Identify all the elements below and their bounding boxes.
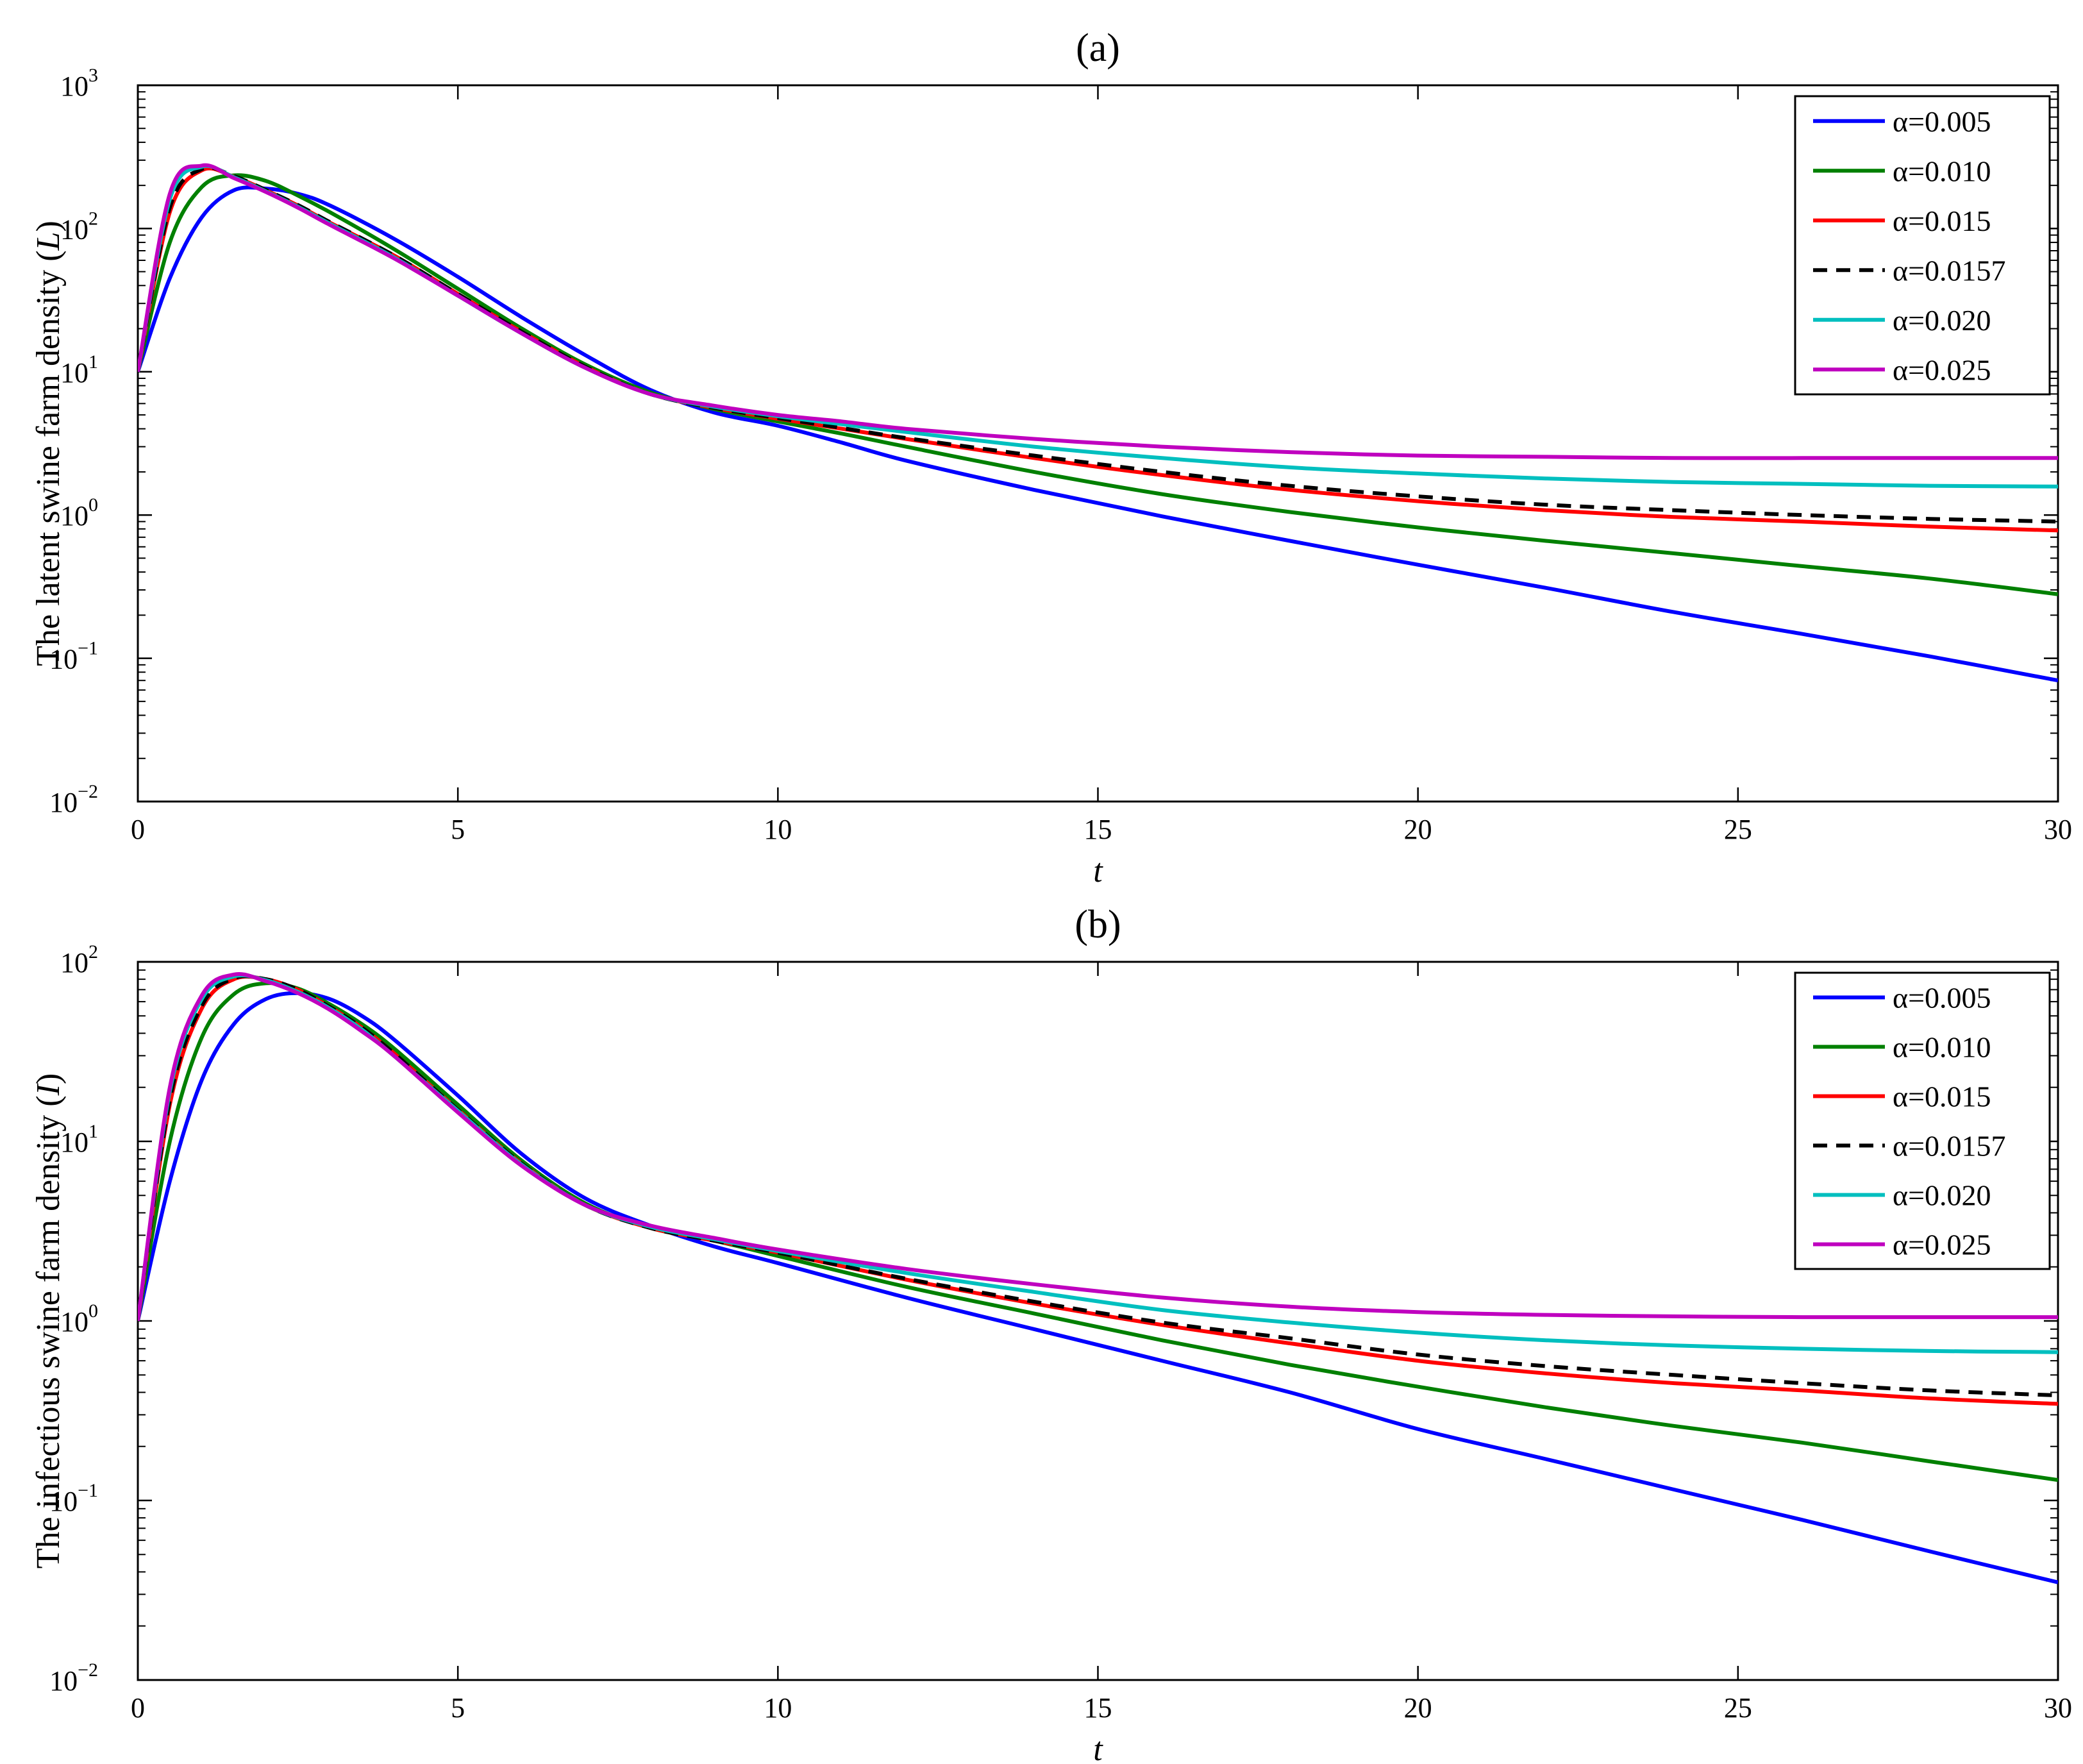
y-tick-label: 102: [60, 208, 98, 245]
y-tick-exponent: −2: [78, 1659, 98, 1681]
y-tick-label: 10−2: [49, 781, 98, 818]
y-axis-label-close: ): [30, 1073, 67, 1084]
series-line-0.005: [138, 185, 2058, 683]
x-axis-label: t: [1093, 853, 1103, 889]
legend-label: α=0.020: [1893, 1179, 1991, 1212]
legend-label: α=0.010: [1893, 1031, 1991, 1064]
chart-title: (b): [1075, 903, 1121, 946]
x-axis: 0 5 10 15 20 25 30: [131, 962, 2072, 1724]
y-tick-label: 10−2: [49, 1659, 98, 1697]
y-tick-exponent: 0: [88, 494, 98, 516]
y-axis-label-variable: I: [30, 1082, 67, 1096]
x-axis-label: t: [1093, 1731, 1103, 1764]
series-line-0.0157: [138, 974, 2058, 1398]
x-tick-label: 20: [1404, 1692, 1432, 1724]
y-axis-label-close: ): [30, 221, 67, 231]
y-tick-base: 10: [49, 1665, 78, 1697]
y-tick-base: 10: [60, 357, 88, 389]
legend-label: α=0.0157: [1893, 1130, 2006, 1163]
series-line-0.020: [138, 164, 2058, 489]
y-tick-base: 10: [60, 214, 88, 245]
legend-label: α=0.010: [1893, 155, 1991, 187]
y-tick-label: 102: [60, 941, 98, 979]
x-tick-label: 15: [1084, 1692, 1112, 1724]
x-tick-label: 5: [451, 814, 465, 845]
y-tick-label: 103: [60, 65, 98, 102]
y-axis-label: The latent swine farm density (L): [30, 221, 67, 666]
x-tick-label: 10: [764, 1692, 792, 1724]
legend: α=0.005 α=0.010 α=0.015 α=0.0157 α=0.020 α=0.…: [1794, 971, 2051, 1270]
y-tick-base: 10: [60, 1306, 88, 1338]
series-group: [138, 971, 2058, 1584]
legend-label: α=0.015: [1893, 1080, 1991, 1113]
y-axis-label-text: The infectious swine farm density (: [30, 1095, 67, 1568]
x-tick-label: 0: [131, 1692, 145, 1724]
y-axis-label-variable: L: [30, 232, 67, 251]
chart-panel-a: (a)0 5 10 15 20 25 3010−210−1100101102103tThe …: [30, 26, 2072, 889]
y-tick-base: 10: [49, 644, 78, 675]
x-tick-label: 25: [1724, 814, 1752, 845]
series-line-0.015: [138, 166, 2058, 533]
y-tick-base: 10: [60, 1127, 88, 1158]
x-tick-label: 30: [2044, 814, 2072, 845]
y-tick-base: 10: [60, 947, 88, 979]
x-tick-label: 10: [764, 814, 792, 845]
y-tick-exponent: −1: [78, 638, 98, 659]
y-axis-label-text: The latent swine farm density (: [30, 250, 67, 666]
y-tick-exponent: 1: [88, 351, 98, 373]
y-tick-label: 10−1: [49, 1480, 98, 1517]
y-tick-label: 100: [60, 1300, 98, 1338]
legend-label: α=0.0157: [1893, 254, 2006, 287]
legend-label: α=0.020: [1893, 304, 1991, 337]
series-line-0.025: [138, 971, 2058, 1322]
legend: α=0.005 α=0.010 α=0.015 α=0.0157 α=0.020 α=0.…: [1794, 95, 2051, 396]
y-tick-exponent: 2: [88, 941, 98, 962]
x-axis: 0 5 10 15 20 25 30: [131, 85, 2072, 845]
y-tick-base: 10: [49, 787, 78, 818]
y-tick-label: 100: [60, 494, 98, 532]
legend-label: α=0.025: [1893, 353, 1991, 386]
legend-label: α=0.005: [1893, 982, 1991, 1014]
x-tick-label: 0: [131, 814, 145, 845]
chart-title: (a): [1076, 26, 1120, 70]
legend-label: α=0.015: [1893, 205, 1991, 237]
series-group: [138, 163, 2058, 683]
legend-box: [1794, 95, 2051, 396]
y-tick-base: 10: [49, 1486, 78, 1517]
y-tick-label: 101: [60, 1121, 98, 1158]
x-tick-label: 5: [451, 1692, 465, 1724]
series-line-0.005: [138, 991, 2058, 1584]
y-tick-exponent: 1: [88, 1121, 98, 1142]
x-tick-label: 20: [1404, 814, 1432, 845]
series-line-0.015: [138, 975, 2058, 1406]
y-tick-base: 10: [60, 500, 88, 532]
series-line-0.020: [138, 973, 2058, 1354]
legend-box: [1794, 971, 2051, 1270]
x-tick-label: 15: [1084, 814, 1112, 845]
series-line-0.025: [138, 163, 2058, 460]
y-axis-label: The infectious swine farm density (I): [30, 1073, 67, 1569]
legend-label: α=0.025: [1893, 1229, 1991, 1261]
series-line-0.010: [138, 981, 2058, 1483]
y-tick-base: 10: [60, 71, 88, 102]
y-tick-label: 101: [60, 351, 98, 389]
y-tick-exponent: −2: [78, 781, 98, 802]
x-tick-label: 25: [1724, 1692, 1752, 1724]
y-tick-exponent: −1: [78, 1480, 98, 1501]
series-line-0.010: [138, 173, 2058, 596]
legend-label: α=0.005: [1893, 105, 1991, 138]
y-tick-exponent: 0: [88, 1300, 98, 1322]
y-tick-exponent: 3: [88, 65, 98, 86]
x-tick-label: 30: [2044, 1692, 2072, 1724]
y-tick-label: 10−1: [49, 638, 98, 675]
y-tick-exponent: 2: [88, 208, 98, 229]
